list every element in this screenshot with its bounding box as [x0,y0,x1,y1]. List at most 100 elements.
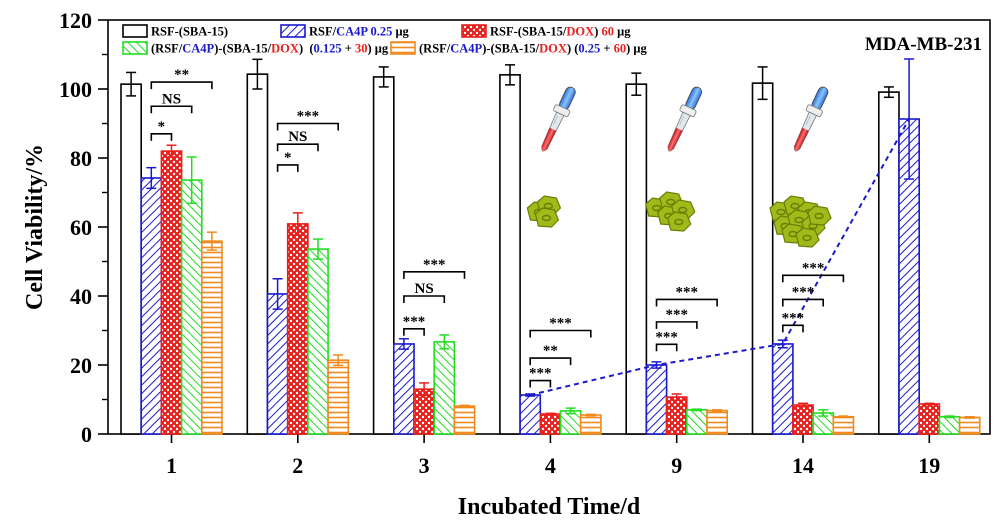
significance-bracket [276,164,299,172]
x-tick-label: 19 [918,453,940,478]
significance-label: *** [802,260,825,276]
significance-label: ** [543,343,558,359]
bar-19-series-4 [958,416,981,435]
cell-cluster-large [769,195,832,248]
bar-1-series-2 [160,150,183,435]
trend-line-path [529,118,910,396]
y-axis: 0 20 40 60 80 100 120 [59,8,108,447]
bar-1-series-4 [201,240,223,435]
legend-label-part: + [600,42,613,56]
significance-label: * [284,150,292,166]
significance-label: *** [403,314,426,330]
legend-label-part: DOX [566,25,594,39]
x-tick-label: 14 [792,453,814,478]
bar-1-series-0 [120,83,143,435]
legend-label-part: μg [392,25,409,39]
y-tick-label: 60 [70,215,92,240]
legend-label-part: DOX [271,42,299,56]
legend-label-part: )-(SBA-15/ [214,42,271,56]
cell-cluster-medium [645,191,696,232]
bar-14-series-2 [792,404,814,435]
legend-label-part: RSF-(SBA-15) [151,25,228,39]
bar-9-series-2 [665,396,688,435]
bar-9-series-4 [706,409,729,435]
legend-label-part: 60 [598,25,614,39]
bar-4-series-2 [539,413,562,435]
significance-bracket [529,329,592,338]
significance-label: * [158,119,166,135]
significance-bracket [782,324,804,333]
significance-bracket [403,295,446,303]
legend-label-part: 60 [614,42,627,56]
y-tick-label: 0 [81,422,92,447]
bar-3-series-1 [392,343,415,435]
bar-1-series-3 [180,179,203,435]
significance-label: ** [174,67,189,83]
significance-bracket [529,379,552,388]
bar-2-series-2 [286,223,309,435]
legend-label-part: CA4P [336,25,368,39]
bar-14-series-0 [751,82,774,435]
bars [120,73,981,435]
legend-swatch-2 [461,24,487,38]
legend-label-2: RSF-(SBA-15/DOX) 60 μg [490,25,631,39]
legend-label-part: 0.25 [578,42,600,56]
error-bars [126,58,975,419]
significance-bracket [529,357,572,366]
legend-label-part: ) μg [626,42,647,56]
bar-1-series-1 [140,177,163,435]
significance-label: *** [676,284,699,300]
legend-label-part: (RSF/ [151,42,183,56]
significance-label: NS [415,281,434,297]
significance-bracket [150,81,213,90]
significance-bracket [782,274,845,283]
y-tick-label: 80 [70,146,92,171]
significance-bracket [655,343,678,352]
significance-label: *** [782,310,805,326]
bar-4-series-4 [579,414,602,435]
significance-label: *** [297,109,320,125]
legend-swatch-4 [390,41,416,55]
y-tick-label: 20 [70,353,92,378]
legend: RSF-(SBA-15) RSF/CA4P 0.25 μg RSF-(SBA-15/… [122,24,648,56]
legend-label-part: (RSF/ [419,42,451,56]
illustrations [526,83,833,248]
legend-label-part: ) ( [299,42,314,56]
bar-2-series-4 [327,359,350,435]
significance-bracket [403,271,466,279]
significance-label: NS [288,129,307,145]
legend-label-3: (RSF/CA4P)-(SBA-15/DOX) (0.125 + 30) μg [151,42,389,56]
significance-bracket [403,327,425,336]
legend-label-4: (RSF/CA4P)-(SBA-15/DOX) (0.25 + 60) μg [419,42,648,56]
significance-bracket [782,298,824,307]
significance-bracket [150,133,173,141]
bar-3-series-0 [372,76,395,435]
legend-label-part: μg [614,25,631,39]
bar-9-series-0 [625,83,648,435]
significance-bracket [655,321,698,329]
legend-label-part: CA4P [450,42,482,56]
dropper-icon [661,83,707,155]
legend-label-part: RSF-(SBA-15/ [490,25,567,39]
bar-4-series-0 [499,74,521,435]
bar-2-series-1 [266,293,289,435]
bar-9-series-1 [645,364,668,435]
significance-label: *** [665,307,688,323]
legend-label-0: RSF-(SBA-15) [151,25,228,39]
significance-label: *** [529,366,552,382]
x-tick-label: 1 [166,453,177,478]
x-axis: 1 2 3 4 9 14 19 [166,434,940,478]
significance-bracket [150,105,193,114]
legend-label-1: RSF/CA4P 0.25 μg [309,25,410,39]
legend-label-part: ) μg [368,42,389,56]
legend-swatch-1 [280,24,306,38]
bar-9-series-3 [685,409,708,435]
y-axis-title: Cell Viability/% [22,144,48,310]
significance-brackets: *NS***NS******NS************************… [150,67,845,388]
bar-14-series-4 [832,415,855,435]
legend-label-part: DOX [539,42,567,56]
cell-icon [667,211,692,232]
legend-swatch-3 [122,41,148,55]
legend-label-part: RSF/ [309,25,337,39]
